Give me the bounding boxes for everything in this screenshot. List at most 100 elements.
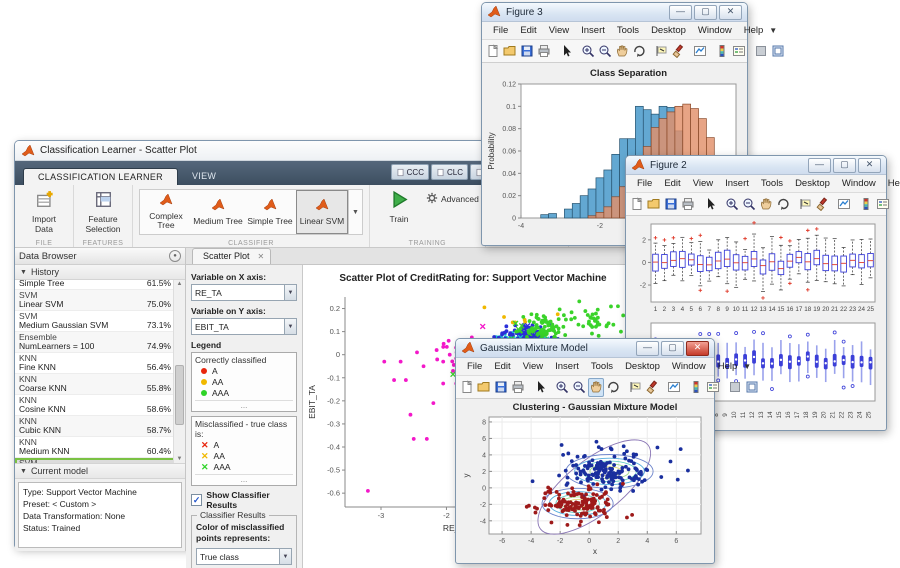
menu-insert[interactable]: Insert bbox=[555, 361, 579, 372]
insert-legend-icon[interactable] bbox=[705, 378, 721, 397]
menu-file[interactable]: File bbox=[467, 361, 483, 372]
maximize-button[interactable]: ▢ bbox=[833, 157, 856, 173]
menu-window[interactable]: Window bbox=[841, 178, 876, 189]
history-row-cubic-knn[interactable]: KNN Cubic KNN 58.7% bbox=[15, 416, 185, 437]
pan-hand-icon[interactable] bbox=[758, 195, 774, 214]
gallery-dropdown-button[interactable]: ▼ bbox=[348, 190, 362, 234]
advanced-button[interactable]: Advanced bbox=[426, 192, 479, 206]
open-folder-icon[interactable] bbox=[646, 195, 662, 214]
save-icon[interactable] bbox=[493, 378, 509, 397]
menu-edit[interactable]: Edit bbox=[494, 361, 511, 372]
rotate-3d-icon[interactable] bbox=[631, 42, 647, 61]
quick-access-ccc[interactable]: CCC bbox=[390, 164, 429, 180]
menu-overflow-icon[interactable]: ▼ bbox=[769, 26, 778, 35]
pan-hand-icon[interactable] bbox=[588, 377, 604, 397]
close-button[interactable]: ✕ bbox=[858, 157, 881, 173]
app-titlebar[interactable]: Classification Learner - Scatter Plot bbox=[15, 141, 631, 161]
rotate-3d-icon[interactable] bbox=[775, 195, 791, 214]
insert-colorbar-icon[interactable] bbox=[858, 195, 874, 214]
maximize-button[interactable]: ▢ bbox=[694, 4, 717, 20]
print-icon[interactable] bbox=[510, 378, 526, 397]
close-button[interactable]: ✕ bbox=[686, 340, 709, 356]
menu-insert[interactable]: Insert bbox=[725, 178, 749, 189]
link-plot-icon[interactable] bbox=[692, 42, 708, 61]
quick-access-clc[interactable]: CLC bbox=[430, 164, 468, 180]
classifier-complex-tree[interactable]: Complex Tree bbox=[140, 190, 192, 234]
link-plot-icon[interactable] bbox=[666, 378, 682, 397]
save-icon[interactable] bbox=[663, 195, 679, 214]
panel-options-icon[interactable]: ● bbox=[169, 250, 181, 262]
train-button[interactable]: Train bbox=[376, 188, 422, 225]
new-doc-icon[interactable] bbox=[459, 378, 475, 397]
menu-file[interactable]: File bbox=[637, 178, 653, 189]
menu-desktop[interactable]: Desktop bbox=[625, 361, 660, 372]
history-row-boxconstraint-3[interactable]: SVMBoxConstraint = 375.1% bbox=[15, 458, 185, 463]
figure3-titlebar[interactable]: Figure 3 — ▢ ✕ bbox=[482, 3, 747, 22]
menu-window[interactable]: Window bbox=[697, 25, 732, 36]
feature-selection-button[interactable]: Feature Selection bbox=[80, 188, 126, 235]
history-row-fine-knn[interactable]: KNN Fine KNN 56.4% bbox=[15, 353, 185, 374]
misclassified-color-select[interactable]: True class ▼ bbox=[196, 548, 292, 565]
history-section-header[interactable]: ▼ History bbox=[15, 265, 185, 280]
history-row-numlearners-100[interactable]: Ensemble NumLearners = 100 74.9% bbox=[15, 332, 185, 353]
menu-help[interactable]: Help bbox=[717, 361, 738, 372]
menu-insert[interactable]: Insert bbox=[581, 25, 605, 36]
brush-icon[interactable] bbox=[814, 195, 830, 214]
menu-window[interactable]: Window bbox=[671, 361, 706, 372]
history-scrollbar[interactable]: ▲ ▼ bbox=[173, 280, 185, 463]
insert-colorbar-icon[interactable] bbox=[714, 42, 730, 61]
history-row-medium-gaussian-svm[interactable]: SVM Medium Gaussian SVM 73.1% bbox=[15, 311, 185, 332]
new-doc-icon[interactable] bbox=[485, 42, 501, 61]
close-tab-icon[interactable]: ✕ bbox=[257, 251, 265, 261]
insert-colorbar-icon[interactable] bbox=[688, 378, 704, 397]
square-gray-icon[interactable] bbox=[727, 378, 743, 397]
current-model-section-header[interactable]: ▼ Current model bbox=[15, 464, 185, 479]
classifier-medium-tree[interactable]: Medium Tree bbox=[192, 190, 244, 234]
new-doc-icon[interactable] bbox=[629, 195, 645, 214]
brush-icon[interactable] bbox=[644, 378, 660, 397]
open-folder-icon[interactable] bbox=[502, 42, 518, 61]
save-icon[interactable] bbox=[519, 42, 535, 61]
toolstrip-tab-view[interactable]: VIEW bbox=[191, 171, 217, 181]
import-data-button[interactable]: Import Data bbox=[21, 188, 67, 235]
y-variable-select[interactable]: EBIT_TA ▼ bbox=[191, 318, 297, 335]
menu-file[interactable]: File bbox=[493, 25, 509, 36]
menu-view[interactable]: View bbox=[548, 25, 570, 36]
menu-help[interactable]: Help bbox=[743, 25, 764, 36]
minimize-button[interactable]: — bbox=[669, 4, 692, 20]
dock-figure-icon[interactable] bbox=[744, 378, 760, 397]
zoom-out-icon[interactable] bbox=[597, 42, 613, 61]
x-variable-select[interactable]: RE_TA ▼ bbox=[191, 284, 297, 301]
history-row-linear-svm[interactable]: SVM Linear SVM 75.0% bbox=[15, 290, 185, 311]
cursor-arrow-icon[interactable] bbox=[532, 378, 548, 397]
minimize-button[interactable]: — bbox=[808, 157, 831, 173]
history-row-medium-knn[interactable]: KNN Medium KNN 60.4% bbox=[15, 437, 185, 458]
insert-legend-icon[interactable] bbox=[875, 195, 891, 214]
data-cursor-icon[interactable] bbox=[627, 378, 643, 397]
gmm-titlebar[interactable]: Gaussian Mixture Model — ▢ ✕ bbox=[456, 339, 714, 358]
maximize-button[interactable]: ▢ bbox=[661, 340, 684, 356]
link-plot-icon[interactable] bbox=[836, 195, 852, 214]
pan-hand-icon[interactable] bbox=[614, 42, 630, 61]
menu-edit[interactable]: Edit bbox=[520, 25, 537, 36]
close-button[interactable]: ✕ bbox=[719, 4, 742, 20]
menu-view[interactable]: View bbox=[522, 361, 544, 372]
zoom-in-icon[interactable] bbox=[554, 378, 570, 397]
menu-tools[interactable]: Tools bbox=[590, 361, 614, 372]
menu-view[interactable]: View bbox=[692, 178, 714, 189]
scatter-plot-tab[interactable]: Scatter Plot ✕ bbox=[192, 248, 272, 264]
cursor-arrow-icon[interactable] bbox=[702, 195, 718, 214]
history-row-coarse-knn[interactable]: KNN Coarse KNN 55.8% bbox=[15, 374, 185, 395]
menu-tools[interactable]: Tools bbox=[616, 25, 640, 36]
zoom-in-icon[interactable] bbox=[580, 42, 596, 61]
rotate-3d-icon[interactable] bbox=[605, 378, 621, 397]
zoom-out-icon[interactable] bbox=[571, 378, 587, 397]
minimize-button[interactable]: — bbox=[636, 340, 659, 356]
data-cursor-icon[interactable] bbox=[653, 42, 669, 61]
classifier-linear-svm[interactable]: Linear SVM bbox=[296, 190, 348, 234]
menu-edit[interactable]: Edit bbox=[664, 178, 681, 189]
menu-tools[interactable]: Tools bbox=[760, 178, 784, 189]
toolstrip-tab-classification-learner[interactable]: CLASSIFICATION LEARNER bbox=[23, 168, 178, 185]
zoom-in-icon[interactable] bbox=[724, 195, 740, 214]
